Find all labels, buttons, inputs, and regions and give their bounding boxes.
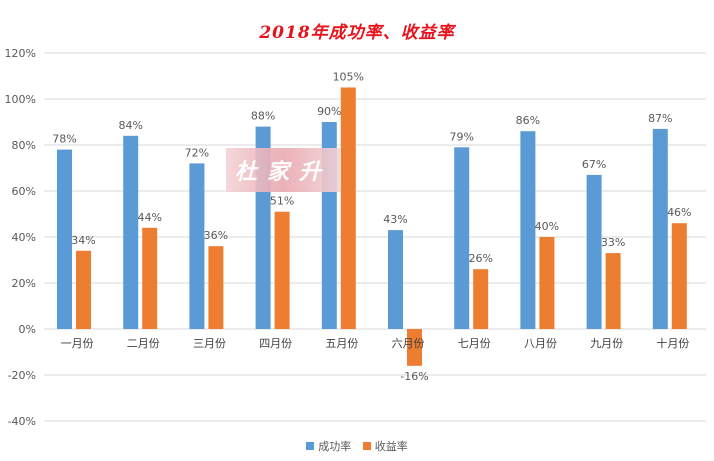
y-tick-label: -40% <box>8 415 36 428</box>
data-label: 86% <box>516 114 540 127</box>
x-tick-label: 五月份 <box>325 337 358 350</box>
x-tick-label: 二月份 <box>127 337 160 350</box>
y-tick-label: 20% <box>12 277 36 290</box>
bar-series-b <box>142 227 158 329</box>
y-tick-label: 120% <box>5 47 36 60</box>
bar-series-b <box>473 269 489 329</box>
data-label: 43% <box>383 213 407 226</box>
bar-series-b <box>671 223 687 329</box>
bar-series-a <box>520 131 536 329</box>
bar-series-a <box>388 230 403 329</box>
chart-title: 2018年成功率、收益率 <box>259 23 455 43</box>
y-tick-label: -20% <box>8 369 36 382</box>
x-tick-label: 四月份 <box>259 337 292 350</box>
bar-series-b <box>407 329 422 366</box>
data-label: 44% <box>137 211 161 224</box>
bar-series-b <box>340 87 356 329</box>
y-tick-label: 60% <box>12 185 36 198</box>
legend-swatch-series-a <box>306 442 315 450</box>
x-tick-label: 十月份 <box>656 336 689 350</box>
x-tick-label: 八月份 <box>524 337 557 350</box>
data-label: 34% <box>71 234 95 247</box>
bar-series-a <box>57 149 72 329</box>
data-label: -16% <box>400 370 428 383</box>
bar-series-a <box>454 147 470 329</box>
data-label: 36% <box>204 229 228 242</box>
data-label: 33% <box>601 236 625 249</box>
bar-series-a <box>652 128 668 329</box>
data-label: 26% <box>468 252 492 265</box>
chart-legend: 成功率 收益率 <box>0 438 714 454</box>
legend-item-series-b: 收益率 <box>362 438 408 454</box>
data-label: 78% <box>52 133 76 146</box>
bar-series-b <box>539 237 555 329</box>
data-label: 87% <box>648 112 672 125</box>
legend-label-series-b: 收益率 <box>374 440 408 453</box>
bar-series-b <box>274 211 290 329</box>
data-label: 40% <box>535 220 559 233</box>
legend-swatch-series-b <box>362 442 371 450</box>
x-tick-label: 三月份 <box>193 337 226 350</box>
watermark-stamp: 杜家升 <box>226 148 340 192</box>
bar-series-a <box>189 163 205 329</box>
bar-series-b <box>76 250 91 329</box>
data-label: 84% <box>118 119 142 132</box>
bar-series-b <box>605 253 621 329</box>
data-label: 105% <box>333 71 364 84</box>
data-label: 72% <box>185 146 209 159</box>
legend-item-series-a: 成功率 <box>306 438 351 454</box>
bar-series-a <box>586 174 602 329</box>
y-tick-label: 40% <box>12 231 36 244</box>
bar-series-b <box>208 246 224 329</box>
data-label: 79% <box>449 130 473 143</box>
x-tick-label: 九月份 <box>590 337 623 350</box>
y-tick-label: 0% <box>19 323 36 336</box>
data-label: 67% <box>582 158 606 171</box>
bar-series-a <box>123 135 139 329</box>
x-tick-label: 七月份 <box>458 337 491 350</box>
data-label: 90% <box>317 105 341 118</box>
x-tick-label: 一月份 <box>61 337 94 350</box>
legend-label-series-a: 成功率 <box>318 440 352 453</box>
y-tick-label: 100% <box>5 93 36 106</box>
x-tick-label: 六月份 <box>392 337 425 350</box>
data-label: 51% <box>270 195 294 208</box>
y-tick-label: 80% <box>12 139 36 152</box>
data-label: 88% <box>251 110 275 123</box>
data-label: 46% <box>667 206 691 219</box>
